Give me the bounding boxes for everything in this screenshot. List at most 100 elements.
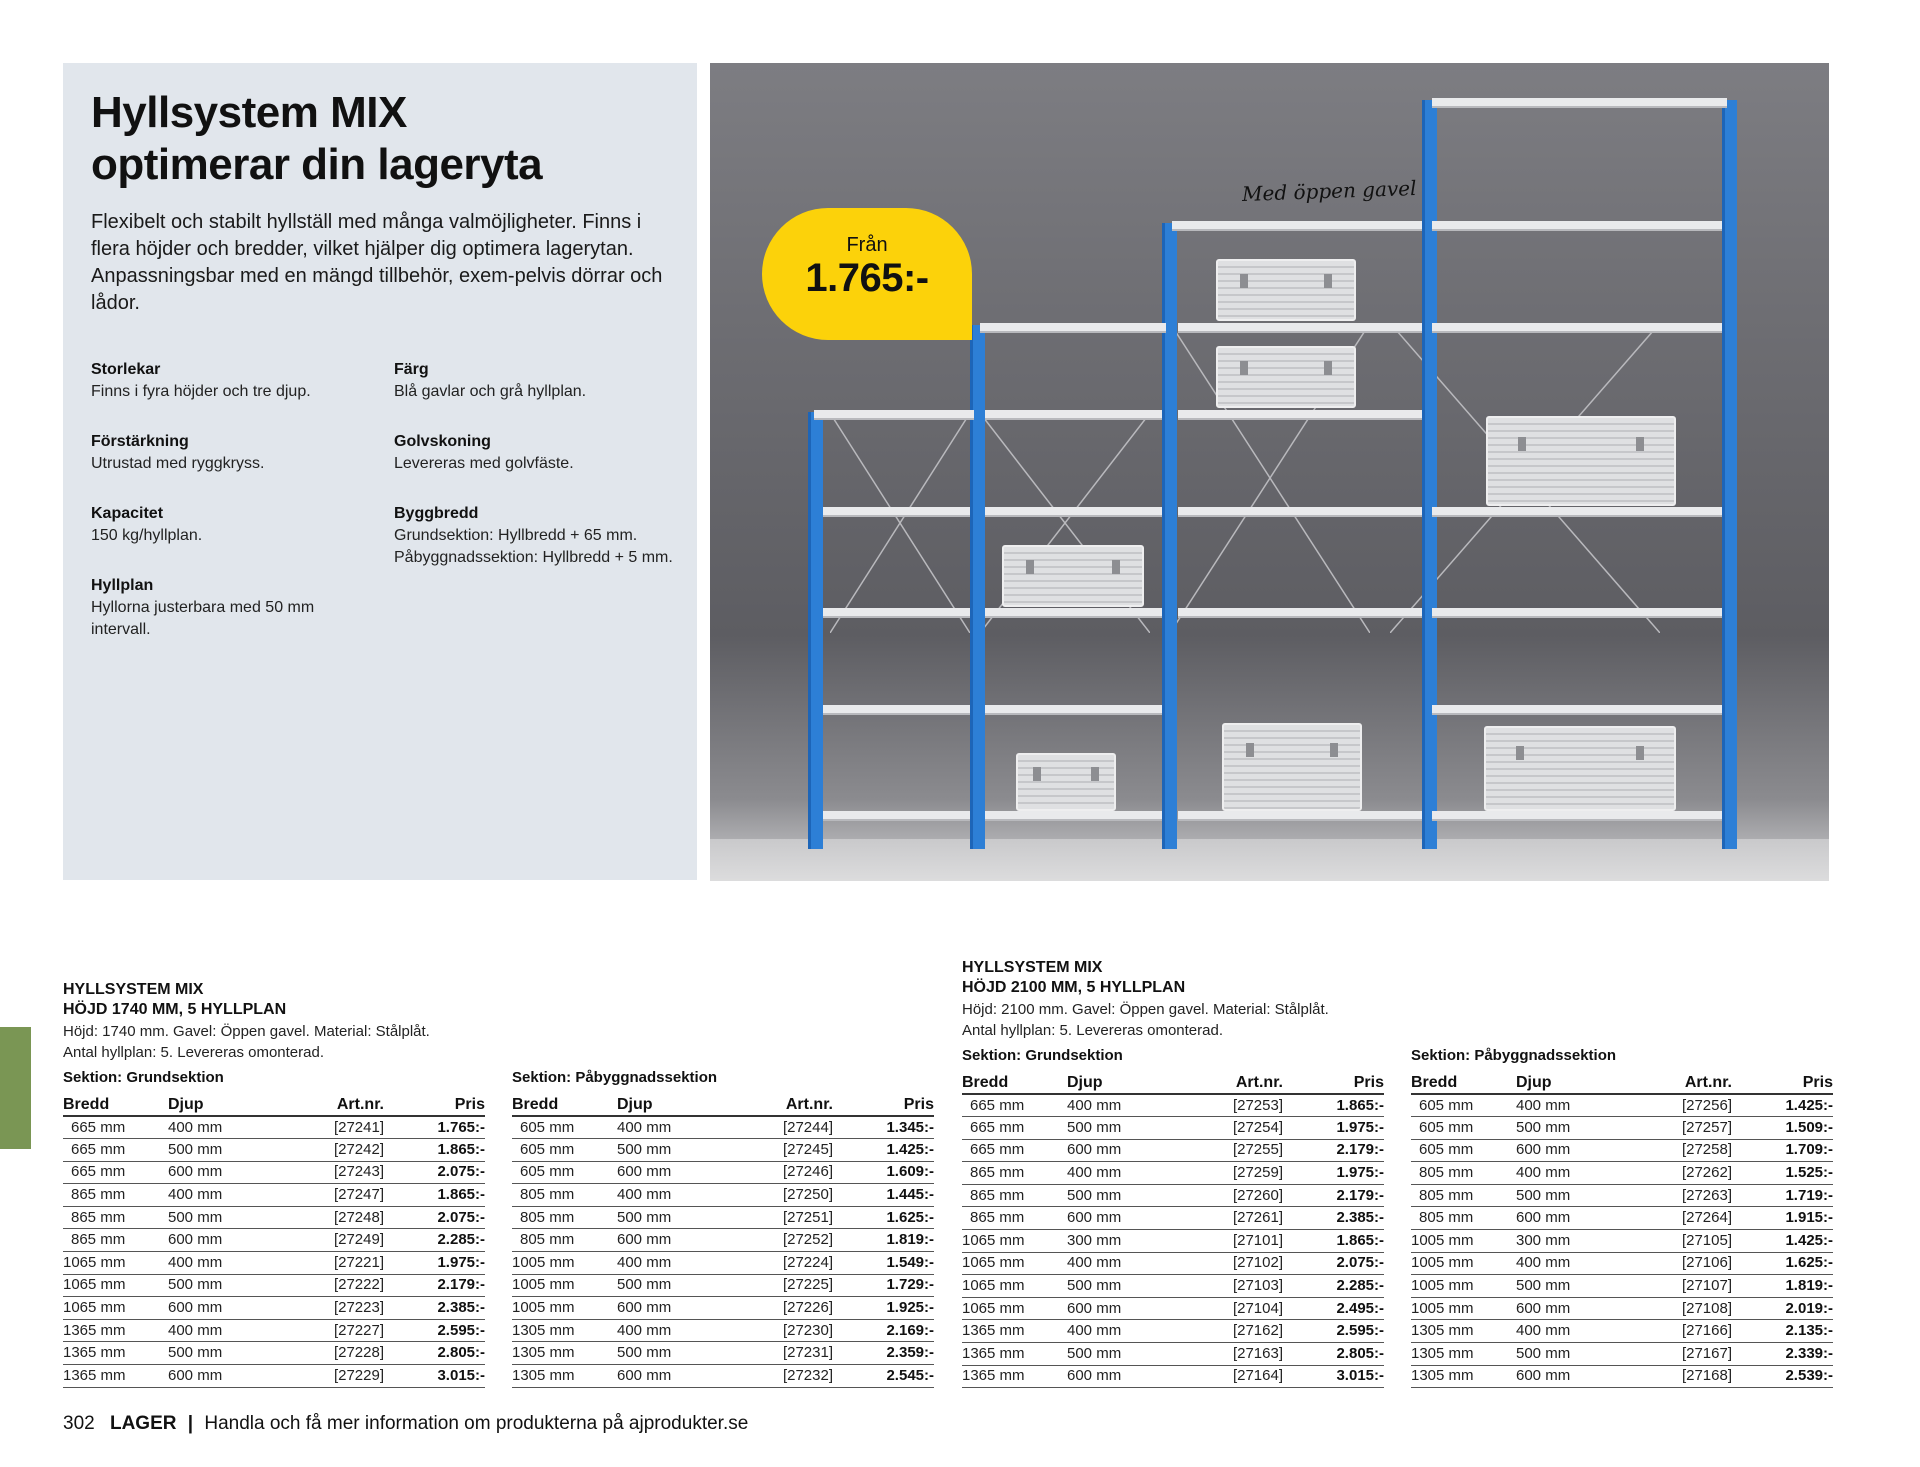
column-header-pris: Pris <box>1732 1070 1833 1095</box>
table-row: 1305 mm 400 mm [27166] 2.135:- <box>1411 1319 1833 1344</box>
cell-art-nr: [27246] <box>732 1161 833 1185</box>
spec-text: Finns i fyra höjder och tre djup. <box>91 383 311 400</box>
cell-art-nr: [27224] <box>732 1251 833 1275</box>
table-row: 665 mm 600 mm [27243] 2.075:- <box>63 1161 485 1185</box>
cell-art-nr: [27242] <box>283 1138 384 1162</box>
shelf <box>823 608 970 618</box>
table-row: 605 mm 600 mm [27258] 1.709:- <box>1411 1139 1833 1163</box>
upright <box>1722 100 1737 849</box>
storage-box <box>1016 753 1116 811</box>
upright <box>808 412 823 849</box>
spec-farg: Färg Blå gavlar och grå hyllplan. <box>394 359 684 403</box>
headline-line-1: Hyllsystem MIX <box>91 88 407 137</box>
cell-djup: 600 mm <box>617 1161 732 1185</box>
cell-bredd: 605 mm <box>1411 1094 1516 1118</box>
shelf <box>985 410 1162 420</box>
cell-bredd: 1065 mm <box>63 1251 168 1275</box>
cell-art-nr: [27101] <box>1182 1229 1283 1253</box>
cell-djup: 500 mm <box>1067 1116 1182 1140</box>
cell-pris: 1.975:- <box>1283 1116 1384 1140</box>
cell-djup: 400 mm <box>1516 1161 1631 1185</box>
cell-pris: 1.425:- <box>833 1138 934 1162</box>
cell-art-nr: [27254] <box>1182 1116 1283 1140</box>
cell-djup: 400 mm <box>1516 1252 1631 1276</box>
cell-art-nr: [27262] <box>1631 1161 1732 1185</box>
description-line: Antal hyllplan: 5. Levereras omonterad. <box>63 1044 324 1061</box>
cell-djup: 400 mm <box>168 1183 283 1207</box>
cell-pris: 1.709:- <box>1732 1139 1833 1163</box>
table-row: 865 mm 400 mm [27247] 1.865:- <box>63 1183 485 1207</box>
cell-art-nr: [27167] <box>1631 1342 1732 1366</box>
cell-bredd: 805 mm <box>512 1228 617 1253</box>
cell-art-nr: [27249] <box>283 1228 384 1253</box>
cell-pris: 1.819:- <box>833 1228 934 1253</box>
price-table-2100-pabyggnad: Bredd Djup Art.nr. Pris 605 mm 400 mm [272… <box>1411 1070 1833 1389</box>
cell-djup: 600 mm <box>1516 1206 1631 1231</box>
cell-djup: 500 mm <box>1067 1274 1182 1298</box>
upright <box>1422 100 1437 849</box>
cell-art-nr: [27222] <box>283 1274 384 1298</box>
cell-pris: 1.625:- <box>833 1206 934 1230</box>
cell-djup: 500 mm <box>168 1138 283 1162</box>
section-label-grund: Sektion: Grundsektion <box>63 1069 224 1086</box>
spec-text: Levereras med golvfäste. <box>394 455 574 472</box>
section-label-pabyggnad: Sektion: Påbyggnadssektion <box>1411 1047 1617 1064</box>
cell-bredd: 605 mm <box>1411 1116 1516 1140</box>
cell-pris: 2.179:- <box>384 1274 485 1298</box>
shelf <box>985 507 1162 517</box>
table-row: 1365 mm 600 mm [27229] 3.015:- <box>63 1364 485 1388</box>
table-row: 1305 mm 500 mm [27167] 2.339:- <box>1411 1342 1833 1366</box>
cell-pris: 1.865:- <box>384 1138 485 1162</box>
cell-art-nr: [27243] <box>283 1161 384 1185</box>
cell-djup: 500 mm <box>1516 1184 1631 1208</box>
shelf <box>1432 705 1722 715</box>
cell-djup: 400 mm <box>617 1319 732 1343</box>
shelf <box>1178 811 1422 821</box>
cell-bredd: 1305 mm <box>1411 1365 1516 1389</box>
shelf <box>823 705 970 715</box>
cell-bredd: 1305 mm <box>1411 1319 1516 1344</box>
storage-box <box>1216 346 1356 408</box>
cell-pris: 1.865:- <box>1283 1229 1384 1253</box>
cell-djup: 500 mm <box>168 1274 283 1298</box>
shelf <box>1432 507 1722 517</box>
cell-bredd: 805 mm <box>512 1206 617 1230</box>
column-header-djup: Djup <box>1067 1070 1182 1095</box>
cell-art-nr: [27232] <box>732 1364 833 1388</box>
table-row: 1065 mm 600 mm [27104] 2.495:- <box>962 1297 1384 1321</box>
cell-bredd: 1365 mm <box>962 1365 1067 1389</box>
cell-bredd: 805 mm <box>1411 1184 1516 1208</box>
cell-djup: 600 mm <box>617 1228 732 1253</box>
table-row: 1365 mm 600 mm [27164] 3.015:- <box>962 1365 1384 1389</box>
cell-pris: 2.285:- <box>1283 1274 1384 1298</box>
cell-pris: 3.015:- <box>1283 1365 1384 1389</box>
cell-art-nr: [27105] <box>1631 1229 1732 1253</box>
cell-pris: 2.805:- <box>384 1341 485 1366</box>
table-row: 1065 mm 500 mm [27222] 2.179:- <box>63 1274 485 1298</box>
cell-djup: 600 mm <box>168 1161 283 1185</box>
cell-djup: 500 mm <box>617 1274 732 1298</box>
section-color-tab <box>0 1027 31 1149</box>
cell-djup: 400 mm <box>617 1251 732 1275</box>
spec-text: Hyllorna justerbara med 50 mm intervall. <box>91 599 315 638</box>
table-row: 805 mm 400 mm [27250] 1.445:- <box>512 1183 934 1207</box>
cell-djup: 400 mm <box>1067 1319 1182 1344</box>
table-row: 665 mm 400 mm [27241] 1.765:- <box>63 1116 485 1140</box>
table-row: 605 mm 500 mm [27257] 1.509:- <box>1411 1116 1833 1140</box>
cell-art-nr: [27221] <box>283 1251 384 1275</box>
cell-djup: 500 mm <box>617 1341 732 1366</box>
shelf <box>1178 608 1422 618</box>
table-row: 1065 mm 400 mm [27221] 1.975:- <box>63 1251 485 1275</box>
column-header-art: Art.nr. <box>1182 1070 1283 1095</box>
shelf <box>1432 323 1722 333</box>
cell-djup: 600 mm <box>617 1364 732 1388</box>
cell-pris: 1.865:- <box>384 1183 485 1207</box>
cell-djup: 400 mm <box>1067 1161 1182 1185</box>
cell-djup: 400 mm <box>168 1319 283 1343</box>
table-row: 1305 mm 600 mm [27168] 2.539:- <box>1411 1365 1833 1389</box>
table-row: 1365 mm 500 mm [27228] 2.805:- <box>63 1341 485 1366</box>
shelf <box>985 811 1162 821</box>
cell-pris: 2.135:- <box>1732 1319 1833 1344</box>
cell-bredd: 1305 mm <box>512 1341 617 1366</box>
table-row: 1005 mm 300 mm [27105] 1.425:- <box>1411 1229 1833 1253</box>
